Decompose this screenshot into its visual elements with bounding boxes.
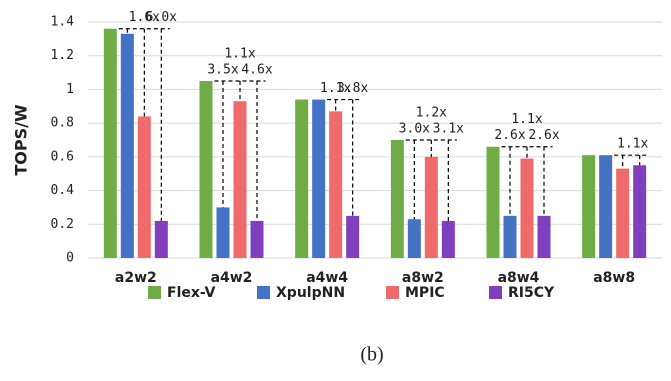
legend-swatch <box>148 286 161 299</box>
ratio-label: 3.0x <box>399 122 430 137</box>
y-tick-label: 1.2 <box>51 48 74 63</box>
legend-label: XpulpNN <box>276 285 345 301</box>
bar <box>216 207 230 258</box>
y-axis-label: TOPS/W <box>12 104 31 176</box>
bar <box>616 168 630 258</box>
ratio-label: 1.1x <box>320 81 351 96</box>
ratio-label: 1.2x <box>416 106 447 121</box>
x-tick-label: a2w2 <box>115 270 157 286</box>
y-tick-label: 1.4 <box>51 15 75 30</box>
bar <box>312 99 326 259</box>
bar <box>233 101 247 258</box>
ratio-label: 6.0x <box>146 10 177 25</box>
x-tick-label: a4w2 <box>211 270 253 286</box>
ratio-label: 1.1x <box>617 137 648 152</box>
ratio-label: 2.6x <box>494 128 525 143</box>
bar <box>199 81 213 258</box>
caption: (b) <box>360 344 383 366</box>
bar <box>329 111 343 258</box>
bar <box>537 215 551 258</box>
bar <box>250 220 264 258</box>
bar <box>390 140 404 258</box>
legend-label: RI5CY <box>508 285 555 301</box>
ratio-label: 3.1x <box>433 122 464 137</box>
legend-label: MPIC <box>405 285 445 301</box>
x-tick-label: a8w4 <box>498 270 540 286</box>
bar <box>295 99 309 259</box>
ratio-label: 1.1x <box>511 112 542 127</box>
y-tick-label: 0.6 <box>51 149 74 164</box>
ratio-label: 3.8x <box>337 81 368 96</box>
bar <box>154 220 168 258</box>
ratio-label: 3.5x <box>207 63 238 78</box>
y-tick-label: 0.8 <box>51 116 74 131</box>
legend-swatch <box>489 286 502 299</box>
y-tick-label: 0.4 <box>51 183 75 198</box>
bar <box>520 158 534 258</box>
y-tick-label: 0.2 <box>51 217 74 232</box>
bar <box>599 155 613 258</box>
bar <box>407 219 421 258</box>
ratio-label: 1.6x <box>129 10 160 25</box>
x-tick-label: a8w2 <box>402 270 444 286</box>
bar <box>424 156 438 258</box>
y-tick-label: 0 <box>66 251 74 266</box>
bar <box>633 165 647 258</box>
bar <box>346 215 360 258</box>
legend-swatch <box>386 286 399 299</box>
x-tick-label: a8w8 <box>593 270 635 286</box>
ratio-label: 4.6x <box>241 63 272 78</box>
bar <box>503 215 517 258</box>
bar <box>582 155 596 258</box>
legend-swatch <box>257 286 270 299</box>
x-tick-label: a4w4 <box>306 270 348 286</box>
bar <box>137 116 151 259</box>
bar <box>103 28 117 258</box>
legend-label: Flex-V <box>167 285 216 301</box>
bar <box>120 33 134 258</box>
y-tick-label: 1 <box>66 82 74 97</box>
bar <box>441 220 455 258</box>
ratio-label: 1.1x <box>224 47 255 62</box>
bar <box>486 146 500 258</box>
ratio-label: 2.6x <box>528 128 559 143</box>
